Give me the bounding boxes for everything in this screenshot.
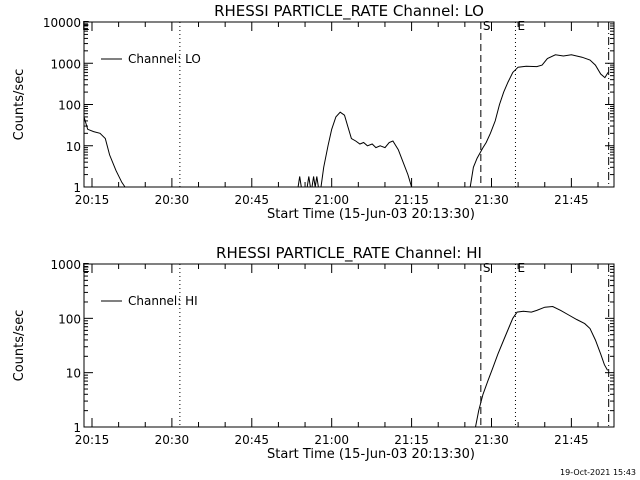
lo-marker-label-s: S [483,19,491,33]
lo-y-tick-label: 100 [58,99,81,113]
lo-x-tick-label: 21:45 [554,193,589,207]
hi-marker-label-e: E [517,261,525,275]
hi-x-axis-label: Start Time (15-Jun-03 20:13:30) [267,447,475,462]
hi-series-line [475,305,609,428]
hi-x-tick-label: 21:15 [394,433,429,447]
footer-timestamp: 19-Oct-2021 15:43 [560,468,636,477]
lo-plot-frame [83,21,615,188]
lo-series-line [83,116,126,188]
hi-x-tick-label: 20:30 [155,433,190,447]
hi-y-tick-label: 10 [66,367,81,381]
lo-y-tick-label: 1000 [50,57,81,71]
lo-x-tick-label: 21:00 [314,193,349,207]
hi-corner-mark: E [82,261,90,275]
lo-corner-mark: E [82,19,90,33]
hi-y-tick-label: 1000 [50,258,81,272]
lo-series-line [297,176,302,188]
lo-legend-label: Channel: LO [128,52,201,66]
hi-y-tick-label: 1 [73,421,81,435]
hi-x-tick-label: 20:15 [75,433,110,447]
lo-y-tick-label: 1 [73,181,81,195]
lo-y-tick-label: 10000 [43,16,81,30]
lo-x-axis-label: Start Time (15-Jun-03 20:13:30) [267,207,475,222]
hi-chart-title: RHESSI PARTICLE_RATE Channel: HI [216,244,482,263]
lo-series-line [306,176,311,188]
lo-chart-title: RHESSI PARTICLE_RATE Channel: LO [214,2,484,21]
lo-series-line [311,176,319,188]
lo-x-tick-label: 21:30 [474,193,509,207]
hi-x-tick-label: 21:00 [314,433,349,447]
hi-x-tick-label: 21:30 [474,433,509,447]
lo-x-tick-label: 20:30 [155,193,190,207]
lo-x-tick-label: 20:15 [75,193,110,207]
hi-y-axis-label: Counts/sec [12,310,27,382]
hi-x-tick-label: 20:45 [234,433,269,447]
lo-marker-label-e: E [517,19,525,33]
lo-x-tick-label: 20:45 [234,193,269,207]
hi-x-tick-label: 21:45 [554,433,589,447]
lo-series-line [469,54,609,188]
hi-y-tick-label: 100 [58,312,81,326]
lo-x-tick-label: 21:15 [394,193,429,207]
lo-series-line [320,111,413,188]
hi-marker-label-s: S [483,261,491,275]
lo-y-tick-label: 10 [66,140,81,154]
hi-plot-frame [83,263,615,428]
hi-legend-label: Channel: HI [128,294,198,308]
lo-y-axis-label: Counts/sec [12,69,27,141]
